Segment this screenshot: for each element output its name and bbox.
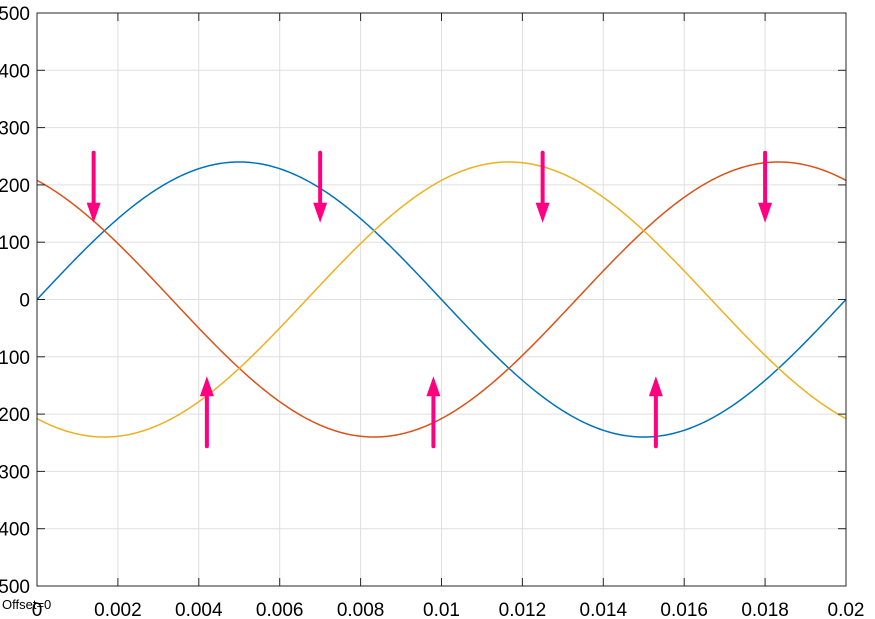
arrow-head [426, 376, 441, 397]
y-tick-label: -300 [0, 462, 30, 483]
x-tick-label: 0.004 [175, 600, 223, 619]
annotation-arrows [86, 150, 773, 449]
y-tick-label: -100 [0, 348, 30, 369]
y-tick-label: -400 [0, 520, 30, 541]
annotation-arrow [426, 376, 441, 449]
series-line-1 [36, 161, 847, 438]
y-tick-label: 500 [0, 4, 30, 25]
arrow-head [535, 202, 550, 223]
x-tick-label: 0 [32, 600, 43, 619]
annotation-arrow [758, 150, 773, 223]
x-tick-label: 0.016 [660, 600, 708, 619]
x-tick-label: 0.006 [256, 600, 304, 619]
x-axis-tick-labels: 0 0.002 0.004 0.006 0.008 0.01 0.012 0.014 0.016… [32, 600, 865, 619]
x-tick-label: 0.008 [337, 600, 385, 619]
x-tick-label: 0.018 [741, 600, 789, 619]
x-tick-label: 0.012 [499, 600, 547, 619]
series-line-2 [36, 161, 847, 438]
arrow-head [86, 202, 101, 223]
x-tick-label: 0.014 [580, 600, 628, 619]
arrow-head [313, 202, 328, 223]
y-tick-label: 400 [0, 61, 30, 82]
series-layer [36, 161, 847, 438]
series-line-3 [36, 161, 847, 438]
annotation-arrow [86, 150, 101, 223]
tick-marks [36, 12, 847, 587]
y-tick-label: 0 [19, 291, 30, 312]
y-tick-label: 100 [0, 233, 30, 254]
arrow-head [758, 202, 773, 223]
x-tick-label: 0.02 [828, 600, 865, 619]
y-tick-label: 200 [0, 176, 30, 197]
x-tick-label: 0.01 [423, 600, 460, 619]
arrow-head [199, 376, 214, 397]
arrow-head [648, 376, 663, 397]
y-tick-label: -500 [0, 577, 30, 598]
annotation-arrow [199, 376, 214, 449]
y-axis-tick-labels: 500 400 300 200 100 0 -100 -200 -300 -400 -500 [0, 4, 30, 598]
annotation-arrow [648, 376, 663, 449]
annotation-arrow [313, 150, 328, 223]
y-tick-label: 300 [0, 119, 30, 140]
annotation-arrow [535, 150, 550, 223]
y-tick-label: -200 [0, 405, 30, 426]
x-tick-label: 0.002 [94, 600, 142, 619]
offset-label: Offset=0 [2, 597, 51, 612]
